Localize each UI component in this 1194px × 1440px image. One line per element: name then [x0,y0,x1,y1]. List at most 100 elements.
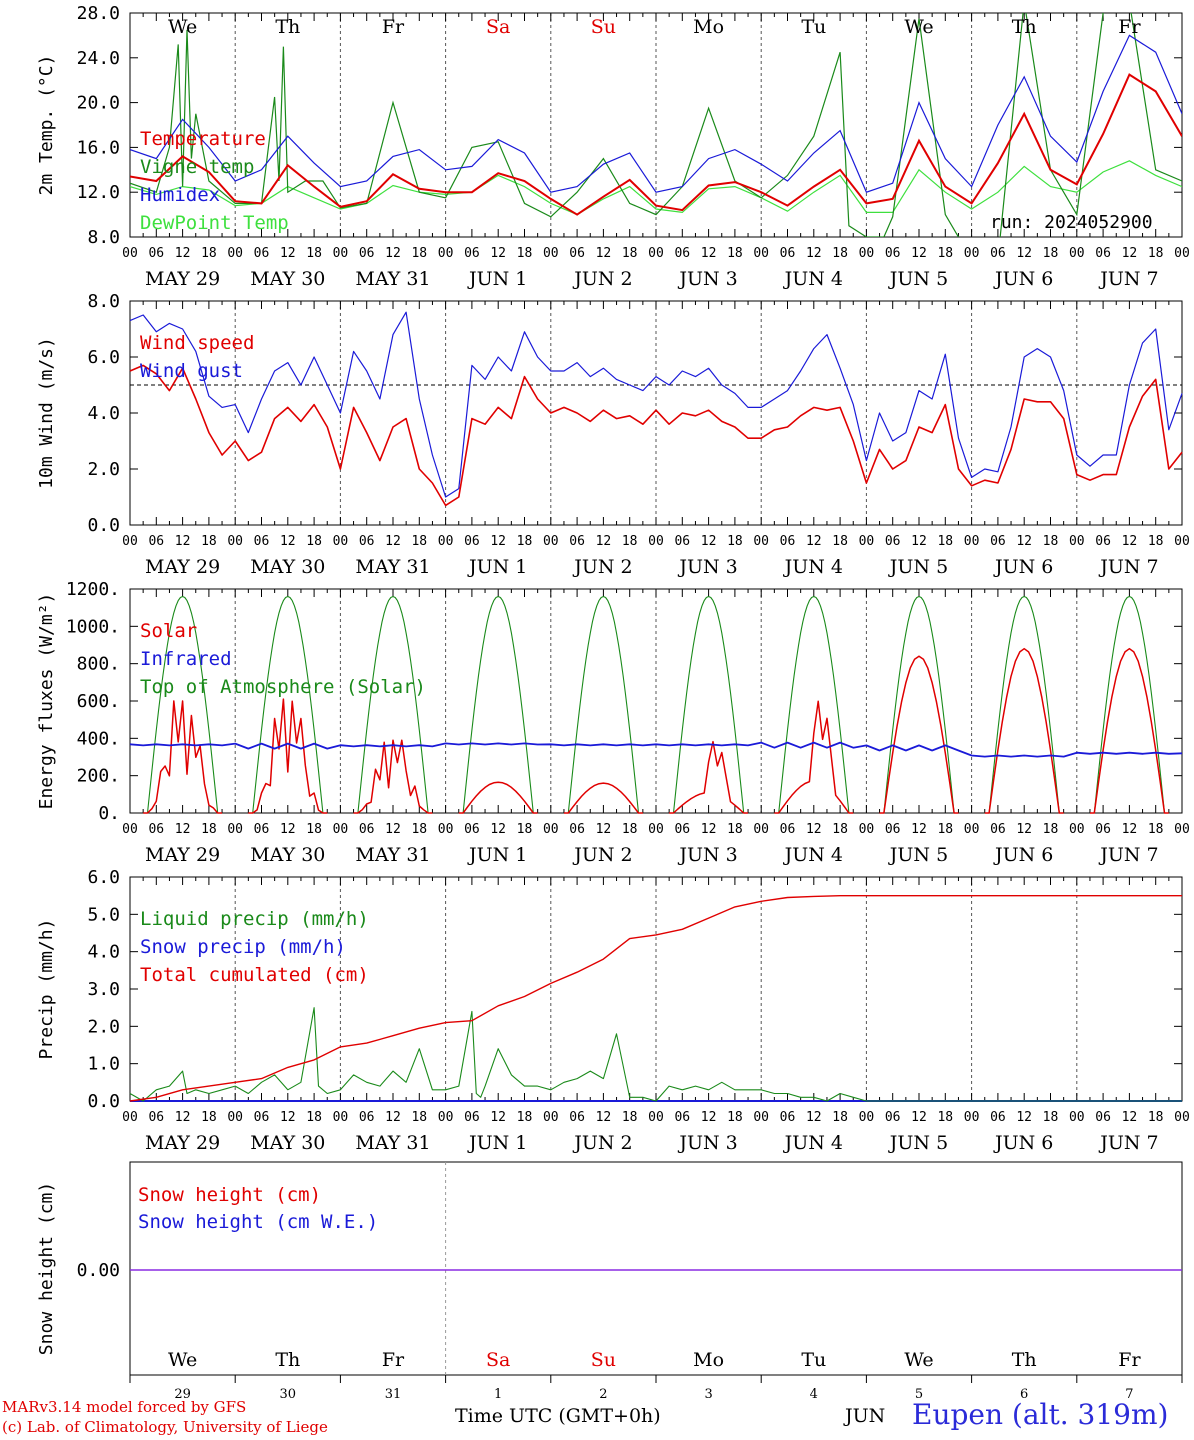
hour-tick-label: 06 [674,246,690,261]
hour-tick-label: 06 [885,534,901,549]
hour-tick-label: 12 [175,1110,191,1125]
hour-tick-label: 18 [411,246,427,261]
date-label: JUN 2 [572,268,632,290]
hour-tick-label: 06 [569,1110,585,1125]
hour-tick-label: 00 [227,822,243,837]
hour-tick-label: 06 [780,822,796,837]
hour-tick-label: 18 [832,822,848,837]
hour-tick-label: 18 [517,822,533,837]
hour-tick-label: 18 [727,822,743,837]
hour-tick-label: 06 [359,822,375,837]
weekday-label: Fr [382,1349,405,1371]
day-number: 4 [810,1387,818,1402]
y-tick-label: 8.0 [87,227,120,248]
hour-tick-label: 18 [1148,822,1164,837]
date-label: JUN 6 [993,556,1053,578]
toa-solar-curve [458,595,538,814]
date-label: MAY 31 [355,1132,430,1154]
hour-tick-label: 00 [648,1110,664,1125]
hour-tick-label: 06 [1095,1110,1111,1125]
hour-tick-label: 06 [885,822,901,837]
hour-tick-label: 06 [990,822,1006,837]
hour-tick-label: 18 [201,246,217,261]
hour-tick-label: 06 [148,534,164,549]
toa-solar-curve [248,595,328,814]
y-axis-label: 10m Wind (m/s) [36,337,57,489]
solar-curve [984,647,1064,814]
hour-tick-label: 12 [280,822,296,837]
temperature-series-group [130,13,1182,237]
hour-tick-label: 12 [1016,1110,1032,1125]
y-axis-label: Snow height (cm) [36,1182,57,1355]
run-label: run: 2024052900 [990,212,1153,233]
plot-frame [129,12,1183,238]
hour-tick-label: 12 [701,1110,717,1125]
weekday-label: Mo [693,16,724,38]
hour-tick-label: 06 [254,246,270,261]
day-number: 29 [174,1387,191,1402]
hour-tick-label: 00 [543,1110,559,1125]
hour-tick-label: 12 [385,246,401,261]
hour-tick-label: 12 [490,1110,506,1125]
hour-tick-label: 00 [122,1110,138,1125]
y-tick-label: 24.0 [77,48,120,69]
weekday-label: Th [275,16,300,38]
hour-tick-label: 12 [385,534,401,549]
hour-tick-label: 06 [1095,534,1111,549]
hour-tick-label: 12 [1122,822,1138,837]
hour-tick-label: 06 [464,534,480,549]
toa-solar-curve [774,595,854,814]
legend-entry: DewPoint Temp [140,212,289,234]
weekday-label: Sa [486,1349,510,1371]
day-number: 1 [494,1387,502,1402]
date-label: MAY 29 [145,268,220,290]
credit-line-1: MARv3.14 model forced by GFS [2,1398,247,1416]
date-label: MAY 29 [145,844,220,866]
hour-tick-label: 00 [1174,1110,1190,1125]
hour-tick-label: 18 [306,822,322,837]
y-tick-label: 1200. [66,579,120,600]
weekday-label: Tu [801,1349,826,1371]
hour-tick-label: 12 [806,1110,822,1125]
hour-tick-label: 18 [727,534,743,549]
weekday-label: We [904,1349,933,1371]
weekday-label: Th [1012,16,1037,38]
hour-tick-label: 00 [1069,822,1085,837]
date-label: JUN 1 [467,556,527,578]
hour-tick-label: 00 [753,822,769,837]
toa-solar-curve [353,595,433,814]
hour-tick-label: 18 [1043,822,1059,837]
date-label: MAY 29 [145,1132,220,1154]
hour-tick-label: 06 [674,822,690,837]
date-label: JUN 7 [1098,844,1158,866]
hour-tick-label: 06 [359,534,375,549]
hour-tick-label: 18 [937,822,953,837]
date-label: JUN 1 [467,268,527,290]
weekday-label: Fr [1118,16,1141,38]
y-tick-label: 8.0 [87,291,120,312]
weekday-label: Sa [486,16,510,38]
date-label: JUN 5 [888,556,948,578]
date-label: MAY 29 [145,556,220,578]
hour-tick-label: 06 [885,246,901,261]
hour-tick-label: 12 [806,246,822,261]
legend-entry: Wind speed [140,332,254,354]
hour-tick-label: 00 [964,822,980,837]
series-line [129,1007,1182,1102]
hour-tick-label: 00 [333,534,349,549]
hour-tick-label: 18 [937,534,953,549]
solar-curve [458,781,538,814]
date-label: JUN 5 [888,1132,948,1154]
date-label: JUN 5 [888,844,948,866]
y-axis-label: 2m Temp. (°C) [36,55,57,196]
hour-tick-label: 18 [832,1110,848,1125]
hour-tick-label: 06 [1095,822,1111,837]
hour-tick-label: 12 [490,246,506,261]
solar-curve [669,740,748,814]
hour-tick-label: 18 [517,534,533,549]
hour-tick-label: 00 [543,246,559,261]
series-line [129,895,1182,1102]
weekday-label: Tu [801,16,826,38]
plot-frame [129,300,1183,526]
y-tick-label: 1.0 [87,1054,120,1075]
